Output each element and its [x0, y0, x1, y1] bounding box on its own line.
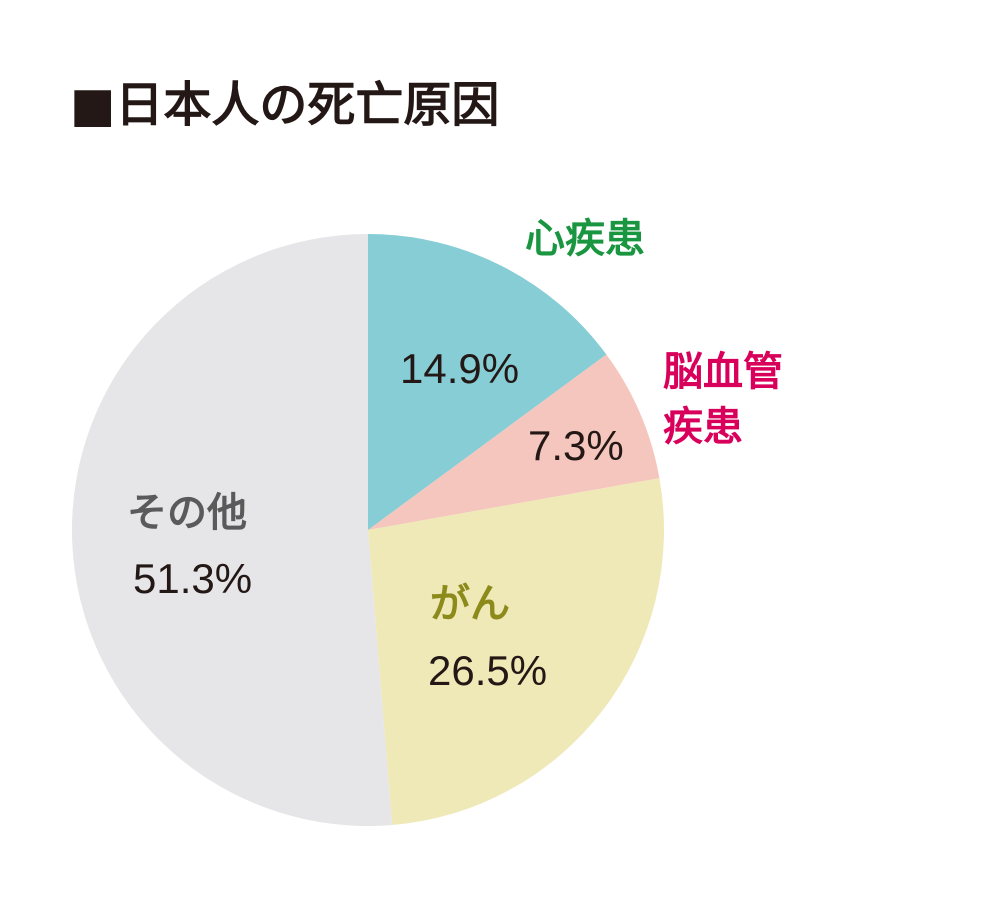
slice-category-label-3: その他	[127, 490, 247, 536]
slice-value-label-3: 51.3%	[133, 555, 252, 602]
slice-value-label-1: 7.3%	[528, 422, 624, 469]
slice-category-label-2: がん	[430, 581, 510, 627]
pie-labels: 心疾患 14.9% 脳血管疾患 7.3% がん 26.5% その他 51.3%	[127, 216, 783, 694]
pie-slice-0	[368, 234, 607, 530]
pie-slice-2	[368, 478, 664, 826]
slice-value-label-0: 14.9%	[400, 345, 519, 392]
slice-category-label-1: 脳血管疾患	[663, 349, 783, 450]
pie-slice-1	[368, 354, 660, 530]
slice-value-label-2: 26.5%	[428, 647, 547, 694]
slice-category-label-0: 心疾患	[525, 216, 645, 262]
pie-slice-3	[71, 234, 393, 826]
pie-slices	[71, 234, 664, 826]
chart-title: ■日本人の死亡原因	[70, 77, 499, 133]
